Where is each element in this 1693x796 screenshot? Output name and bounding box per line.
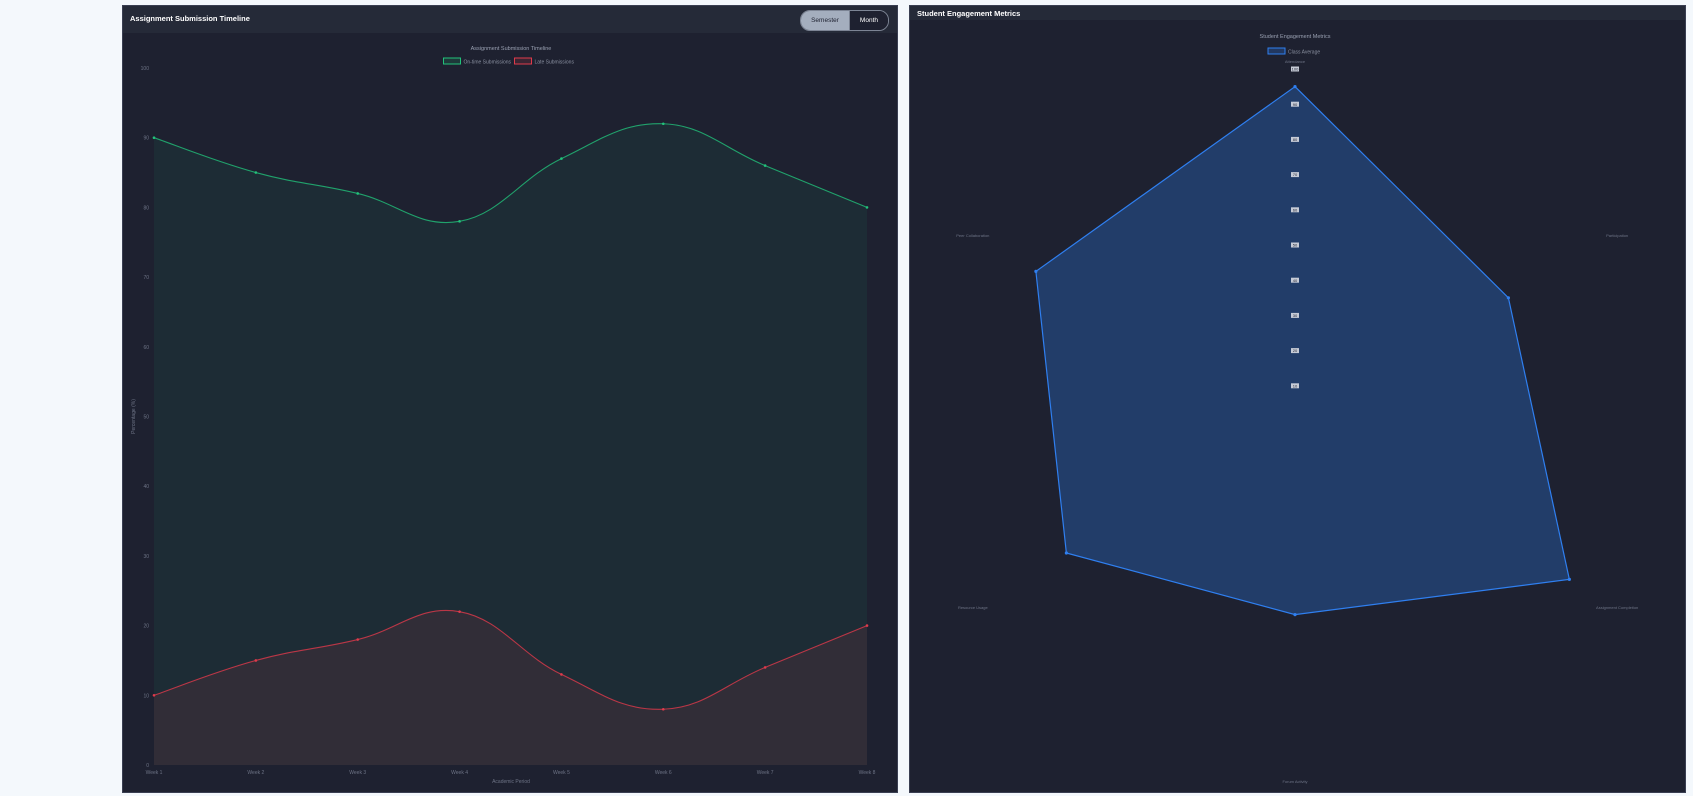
data-point (1064, 551, 1068, 555)
r-tick-label: 20 (1293, 348, 1298, 353)
r-tick-label: 90 (1293, 102, 1298, 107)
tick-label-bg (1291, 383, 1299, 389)
data-point (661, 707, 665, 711)
data-point (356, 192, 360, 195)
series-line (153, 609, 868, 710)
axis-label: Resource Usage (958, 605, 989, 610)
timeline-card-title: Assignment Submission Timeline (130, 14, 250, 23)
y-tick-label: 100 (141, 66, 150, 72)
series-area (154, 610, 867, 765)
data-point (152, 136, 156, 139)
data-point (763, 164, 767, 167)
timeline-card-header: Assignment Submission Timeline Semester … (123, 6, 897, 33)
x-tick-label: Week 4 (451, 770, 468, 776)
axis-label: Attendance (1285, 59, 1306, 64)
series-polygon (1035, 85, 1571, 616)
month-button[interactable]: Month (848, 11, 888, 30)
tick-label-bg (1291, 66, 1299, 72)
data-point (1293, 85, 1297, 89)
r-tick-label: 80 (1293, 137, 1298, 142)
engagement-card: Student Engagement Metrics Student Engag… (909, 5, 1686, 793)
tick-label-bg (1291, 172, 1299, 178)
data-point (356, 638, 360, 641)
legend-label: On-time Submissions (464, 60, 512, 66)
tick-label-bg (1291, 136, 1299, 142)
x-tick-label: Week 6 (655, 770, 672, 776)
series-area (154, 123, 867, 765)
legend-swatch (443, 57, 461, 65)
axis-label: Assignment Completion (1596, 605, 1638, 610)
data-point (865, 206, 869, 209)
data-point (458, 220, 461, 223)
series-line (153, 123, 868, 224)
y-tick-label: 60 (143, 345, 149, 351)
tick-label-bg (1291, 348, 1299, 354)
data-point (254, 659, 258, 662)
timeline-card: Assignment Submission Timeline Semester … (122, 5, 898, 793)
x-tick-label: Week 1 (146, 770, 163, 776)
y-tick-label: 30 (143, 554, 149, 560)
legend-swatch (514, 57, 532, 65)
data-point (763, 666, 767, 669)
r-tick-label: 30 (1293, 313, 1298, 318)
y-tick-label: 10 (143, 693, 149, 699)
legend-label: Class Average (1288, 50, 1320, 56)
x-tick-label: Week 2 (247, 770, 264, 776)
tick-label-bg (1291, 207, 1299, 213)
y-tick-label: 50 (143, 415, 149, 421)
y-tick-label: 20 (143, 624, 149, 630)
r-tick-label: 100 (1292, 67, 1299, 72)
data-point (458, 610, 461, 613)
tick-label-bg (1291, 101, 1299, 107)
r-tick-label: 10 (1293, 383, 1298, 388)
y-tick-label: 90 (143, 136, 149, 142)
engagement-radar-chart: Student Engagement Metrics Class Average 1… (956, 34, 1638, 784)
y-tick-label: 0 (146, 763, 149, 769)
tick-label-bg (1291, 312, 1299, 318)
x-tick-label: Week 5 (553, 770, 570, 776)
x-axis-label: Academic Period (492, 779, 530, 785)
data-point (152, 694, 156, 697)
y-axis-label: Percentage (%) (131, 399, 137, 434)
axis-label: Forum Activity (1282, 779, 1307, 784)
r-tick-label: 40 (1293, 278, 1298, 283)
tick-label-bg (1291, 242, 1299, 248)
r-tick-label: 60 (1293, 207, 1298, 212)
data-point (560, 673, 563, 676)
timeline-chart: Assignment Submission Timeline On-time Su… (131, 46, 876, 785)
y-tick-label: 80 (143, 205, 149, 211)
legend-swatch (1267, 47, 1286, 55)
engagement-card-header: Student Engagement Metrics (910, 6, 1685, 20)
data-point (254, 171, 258, 174)
data-point (560, 157, 563, 160)
axis-label: Peer Collaboration (956, 233, 989, 238)
x-tick-label: Week 3 (349, 770, 366, 776)
data-point (865, 624, 869, 627)
engagement-card-title: Student Engagement Metrics (917, 9, 1021, 18)
data-point (1567, 577, 1571, 582)
data-point (661, 122, 665, 126)
x-tick-label: Week 7 (757, 770, 774, 776)
data-point (1293, 613, 1297, 617)
legend-label: Late Submissions (535, 60, 575, 66)
data-point (1034, 269, 1038, 273)
tick-label-bg (1291, 277, 1299, 283)
r-tick-label: 70 (1293, 172, 1298, 177)
axis-label: Participation (1606, 233, 1628, 238)
r-tick-label: 50 (1293, 243, 1298, 248)
chart-title: Assignment Submission Timeline (471, 46, 552, 52)
x-tick-label: Week 8 (859, 770, 876, 776)
data-point (1506, 296, 1510, 300)
y-tick-label: 40 (143, 484, 149, 490)
semester-button[interactable]: Semester (801, 11, 849, 30)
period-toggle: Semester Month (800, 10, 889, 31)
chart-title: Student Engagement Metrics (1260, 34, 1331, 40)
y-tick-label: 70 (143, 275, 149, 281)
